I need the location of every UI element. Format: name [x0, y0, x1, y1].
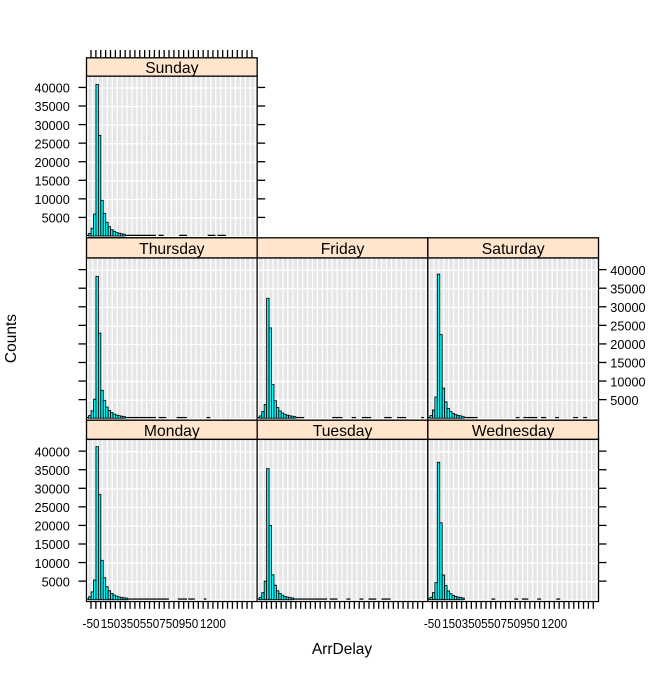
svg-text:350: 350	[120, 616, 140, 631]
svg-text:10000: 10000	[35, 557, 70, 571]
svg-text:20000: 20000	[610, 338, 645, 352]
svg-text:Friday: Friday	[321, 241, 365, 258]
svg-text:40000: 40000	[35, 445, 70, 459]
svg-text:150: 150	[442, 616, 462, 631]
svg-text:Counts: Counts	[3, 314, 20, 363]
svg-text:5000: 5000	[610, 394, 638, 408]
svg-text:550: 550	[481, 616, 501, 631]
svg-text:1200: 1200	[541, 616, 567, 631]
svg-text:15000: 15000	[35, 174, 70, 188]
svg-text:30000: 30000	[35, 119, 70, 133]
svg-text:Sunday: Sunday	[145, 60, 198, 77]
svg-text:15000: 15000	[610, 357, 645, 371]
svg-text:25000: 25000	[35, 137, 70, 151]
svg-text:750: 750	[501, 616, 521, 631]
svg-text:ArrDelay: ArrDelay	[312, 641, 373, 658]
svg-text:30000: 30000	[35, 482, 70, 496]
svg-text:Monday: Monday	[144, 423, 200, 440]
svg-text:35000: 35000	[610, 282, 645, 296]
svg-text:5000: 5000	[42, 575, 70, 589]
svg-text:40000: 40000	[35, 82, 70, 96]
svg-text:Thursday: Thursday	[139, 241, 205, 258]
svg-text:350: 350	[462, 616, 482, 631]
svg-text:5000: 5000	[42, 212, 70, 226]
svg-text:20000: 20000	[35, 520, 70, 534]
svg-text:40000: 40000	[610, 264, 645, 278]
svg-text:1200: 1200	[200, 616, 226, 631]
svg-text:150: 150	[101, 616, 121, 631]
svg-text:950: 950	[520, 616, 540, 631]
svg-text:25000: 25000	[610, 320, 645, 334]
svg-text:Wednesday: Wednesday	[472, 423, 555, 440]
svg-text:10000: 10000	[610, 375, 645, 389]
svg-text:35000: 35000	[35, 464, 70, 478]
svg-text:-50: -50	[424, 616, 441, 631]
svg-text:20000: 20000	[35, 156, 70, 170]
svg-text:Saturday: Saturday	[482, 241, 545, 258]
svg-text:35000: 35000	[35, 100, 70, 114]
svg-text:750: 750	[159, 616, 179, 631]
svg-text:-50: -50	[83, 616, 100, 631]
svg-text:550: 550	[140, 616, 160, 631]
svg-text:10000: 10000	[35, 193, 70, 207]
svg-text:25000: 25000	[35, 501, 70, 515]
svg-text:30000: 30000	[610, 301, 645, 315]
svg-text:15000: 15000	[35, 538, 70, 552]
svg-text:950: 950	[179, 616, 199, 631]
svg-text:Tuesday: Tuesday	[313, 423, 373, 440]
